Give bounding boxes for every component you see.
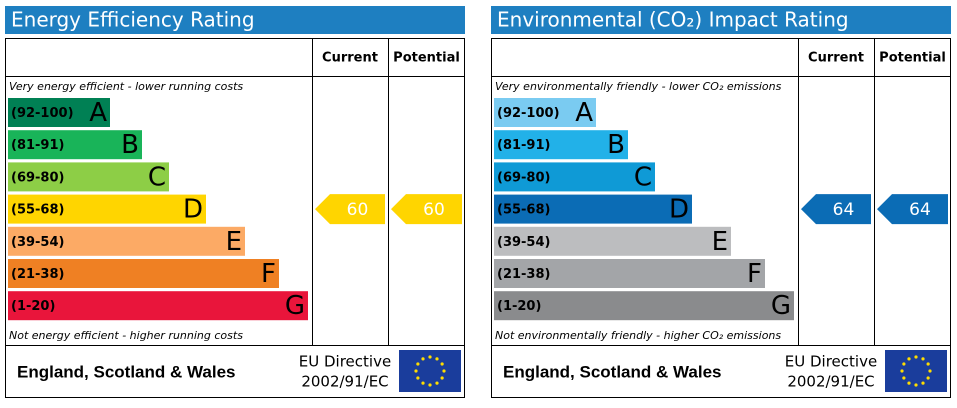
band-letter: E xyxy=(226,227,242,257)
band-bar xyxy=(494,98,596,127)
column-header: Current xyxy=(322,51,378,66)
bottom-note: Not energy efficient - higher running co… xyxy=(9,329,243,342)
band-range: (39-54) xyxy=(497,235,550,250)
footer-directive: EU Directive xyxy=(299,353,391,371)
band-range: (81-91) xyxy=(497,138,550,153)
band-range: (55-68) xyxy=(497,203,550,218)
band-letter: A xyxy=(575,98,593,128)
band-letter: B xyxy=(121,130,139,160)
eu-star xyxy=(902,376,906,380)
band-bar xyxy=(8,98,110,127)
title-bar xyxy=(491,6,951,34)
eu-star xyxy=(428,383,432,387)
band-letter: C xyxy=(148,162,166,192)
rating-arrow xyxy=(315,194,385,225)
band-range: (21-38) xyxy=(11,267,64,282)
footer-code: 2002/91/EC xyxy=(301,373,388,391)
band-range: (92-100) xyxy=(11,106,74,121)
eu-star xyxy=(926,362,930,366)
band-bar xyxy=(494,291,794,321)
band-bar xyxy=(494,130,628,160)
band-range: (21-38) xyxy=(497,267,550,282)
rating-arrow xyxy=(801,194,871,225)
band-letter: D xyxy=(669,195,689,225)
eu-star xyxy=(926,376,930,380)
band-letter: F xyxy=(747,259,762,289)
band-bar xyxy=(8,226,245,256)
eu-star xyxy=(428,355,432,359)
band-bar xyxy=(494,162,655,192)
band-range: (69-80) xyxy=(11,170,64,185)
rating-arrow xyxy=(391,194,462,225)
column-header: Potential xyxy=(393,51,460,66)
band-bar xyxy=(8,130,142,160)
eu-star xyxy=(421,381,425,385)
band-range: (39-54) xyxy=(11,235,64,250)
band-letter: E xyxy=(712,227,728,257)
footer-region: England, Scotland & Wales xyxy=(17,362,236,381)
band-range: (1-20) xyxy=(497,299,541,314)
rating-value: 64 xyxy=(833,200,855,220)
eu-star xyxy=(914,355,918,359)
footer-code: 2002/91/EC xyxy=(787,373,874,391)
rating-value: 60 xyxy=(423,200,445,220)
band-letter: C xyxy=(634,162,652,192)
title-bar xyxy=(5,6,465,34)
eu-star xyxy=(914,383,918,387)
eu-star xyxy=(416,362,420,366)
eu-star xyxy=(921,357,925,361)
rating-value: 64 xyxy=(909,200,931,220)
band-range: (69-80) xyxy=(497,170,550,185)
bottom-note: Not environmentally friendly - higher CO… xyxy=(495,329,781,342)
band-range: (92-100) xyxy=(497,106,560,121)
eu-star xyxy=(440,376,444,380)
eu-star xyxy=(421,357,425,361)
band-letter: G xyxy=(285,291,305,321)
title: Environmental (CO₂) Impact Rating xyxy=(497,8,849,32)
band-letter: G xyxy=(771,291,791,321)
band-range: (1-20) xyxy=(11,299,55,314)
eu-star xyxy=(928,369,932,373)
eu-star xyxy=(440,362,444,366)
top-note: Very energy efficient - lower running co… xyxy=(9,80,243,93)
band-range: (81-91) xyxy=(11,138,64,153)
eu-star xyxy=(414,369,418,373)
frame xyxy=(491,38,951,398)
rating-value: 60 xyxy=(347,200,369,220)
rating-arrow xyxy=(877,194,948,225)
eu-star xyxy=(442,369,446,373)
band-bar xyxy=(494,226,731,256)
column-header: Current xyxy=(808,51,864,66)
eu-star xyxy=(435,357,439,361)
band-range: (55-68) xyxy=(11,203,64,218)
footer-directive: EU Directive xyxy=(785,353,877,371)
band-bar xyxy=(494,194,692,224)
band-letter: A xyxy=(89,98,107,128)
title: Energy Efficiency Rating xyxy=(11,8,255,32)
eu-star xyxy=(907,381,911,385)
eu-star xyxy=(921,381,925,385)
band-letter: D xyxy=(183,195,203,225)
band-bar xyxy=(8,162,169,192)
band-bar xyxy=(494,259,765,288)
top-note: Very environmentally friendly - lower CO… xyxy=(495,80,782,93)
eu-star xyxy=(907,357,911,361)
band-letter: B xyxy=(607,130,625,160)
frame xyxy=(5,38,465,398)
eu-star xyxy=(435,381,439,385)
band-bar xyxy=(8,259,279,288)
band-bar xyxy=(8,194,206,224)
column-header: Potential xyxy=(879,51,946,66)
band-bar xyxy=(8,291,308,321)
eu-star xyxy=(416,376,420,380)
band-letter: F xyxy=(261,259,276,289)
footer-region: England, Scotland & Wales xyxy=(503,362,722,381)
eu-star xyxy=(902,362,906,366)
eu-star xyxy=(900,369,904,373)
